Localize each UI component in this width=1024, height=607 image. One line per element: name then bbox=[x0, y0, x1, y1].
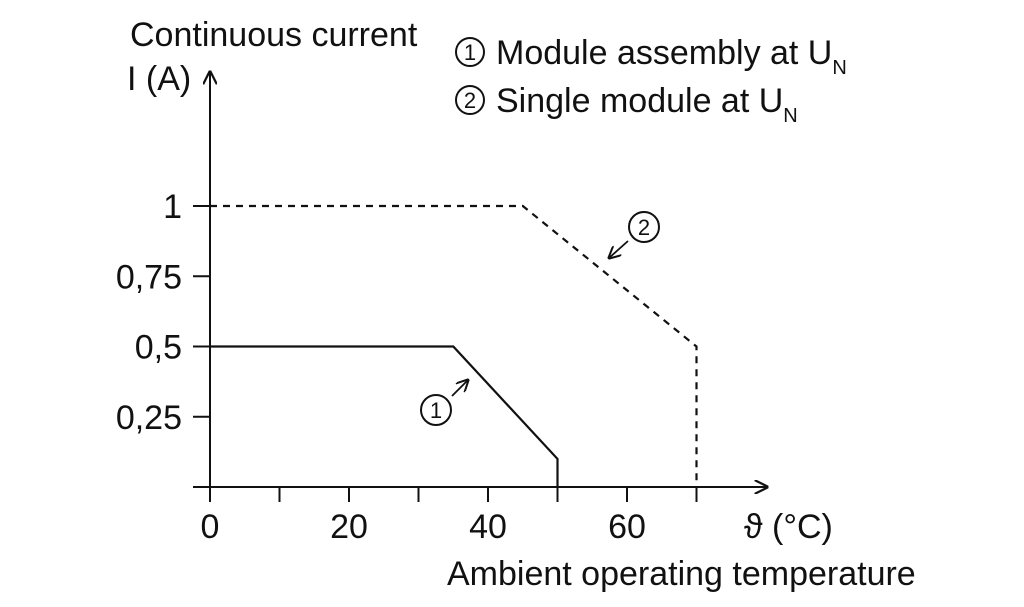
annotation-marker-1-number: 1 bbox=[430, 398, 442, 423]
x-tick-label-0: 0 bbox=[201, 508, 220, 546]
legend-marker-1-number: 1 bbox=[464, 40, 476, 65]
y-ticks: 1 0,75 0,5 0,25 bbox=[116, 188, 210, 437]
legend: 1 Module assembly at UN 2 Single module … bbox=[455, 34, 847, 127]
y-axis-label: Continuous current bbox=[130, 16, 418, 54]
x-tick-label-20: 20 bbox=[330, 508, 368, 546]
annotation-marker-1 bbox=[420, 394, 452, 426]
legend-marker-2 bbox=[455, 85, 485, 115]
annotations: 12 bbox=[420, 211, 660, 426]
annotation-marker-2-number: 2 bbox=[638, 215, 650, 240]
y-tick-label-0,25: 0,25 bbox=[116, 399, 182, 437]
legend-item-2: 2 Single module at UN bbox=[455, 82, 798, 127]
x-axis-label: Ambient operating temperature bbox=[447, 555, 916, 593]
legend-marker-1 bbox=[455, 37, 485, 67]
x-tick-labels: 0 20 40 60 bbox=[201, 508, 646, 546]
legend-label-1-subscript: N bbox=[832, 57, 846, 79]
y-tick-label-0,75: 0,75 bbox=[116, 258, 182, 296]
legend-label-1: Module assembly at UN bbox=[496, 34, 847, 79]
legend-label-2-subscript: N bbox=[783, 105, 797, 127]
x-ticks bbox=[209, 487, 698, 502]
annotation-arrow-1 bbox=[451, 380, 468, 397]
legend-label-1-text: Module assembly at U bbox=[496, 34, 832, 72]
annotation-marker-2 bbox=[628, 211, 660, 243]
legend-label-2: Single module at UN bbox=[496, 82, 798, 127]
y-tick-label-0,5: 0,5 bbox=[135, 329, 182, 367]
series-line-1 bbox=[210, 345, 559, 487]
legend-label-2-text: Single module at U bbox=[496, 82, 783, 120]
series-layer bbox=[210, 204, 698, 487]
legend-item-1: 1 Module assembly at UN bbox=[455, 34, 847, 79]
x-tick-label-40: 40 bbox=[469, 508, 507, 546]
x-tick-label-60: 60 bbox=[608, 508, 646, 546]
x-axis-unit-label: ϑ (°C) bbox=[744, 508, 833, 546]
legend-marker-2-number: 2 bbox=[464, 88, 476, 113]
series-line-2 bbox=[210, 204, 698, 487]
y-axis-unit-label: I (A) bbox=[127, 60, 191, 98]
annotation-arrow-2 bbox=[609, 240, 629, 258]
y-tick-label-1: 1 bbox=[163, 188, 182, 226]
